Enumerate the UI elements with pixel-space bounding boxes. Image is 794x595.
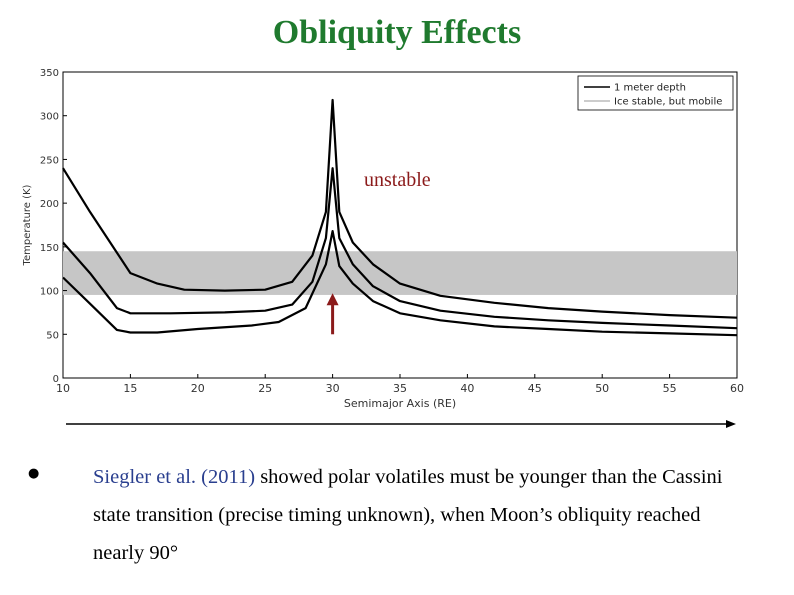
unstable-band	[63, 251, 737, 295]
y-tick-label: 200	[40, 199, 59, 210]
x-tick-label: 45	[528, 382, 542, 395]
x-tick-label: 40	[460, 382, 474, 395]
y-tick-label: 0	[53, 374, 59, 385]
y-tick-label: 350	[40, 68, 59, 79]
series-line-lower	[62, 230, 738, 337]
bullet-body: showed polar volatiles must be younger t…	[93, 466, 723, 564]
citation-link[interactable]: Siegler et al. (2011)	[93, 466, 256, 488]
unstable-arrow	[326, 293, 339, 335]
x-axis-label: Semimajor Axis (RE)	[344, 397, 456, 410]
x-tick-label: 15	[123, 382, 137, 395]
unstable-annotation: unstable	[364, 169, 431, 191]
series-line-upper	[62, 98, 738, 319]
legend-label-stable: Ice stable, but mobile	[614, 97, 722, 108]
legend-label-depth: 1 meter depth	[614, 83, 686, 94]
y-tick-label: 50	[46, 330, 59, 341]
y-tick-label: 150	[40, 243, 59, 254]
bullet-text: Siegler et al. (2011) showed polar volat…	[93, 458, 743, 572]
bullet-marker: ●	[28, 466, 40, 481]
x-tick-label: 20	[191, 382, 205, 395]
x-tick-label: 25	[258, 382, 272, 395]
y-tick-label: 100	[40, 287, 59, 298]
y-tick-label: 300	[40, 112, 59, 123]
slide-title: Obliquity Effects	[272, 14, 522, 51]
x-tick-label: 10	[56, 382, 70, 395]
y-tick-label: 250	[40, 155, 59, 166]
series-line-middle	[62, 167, 738, 330]
x-tick-label: 30	[326, 382, 340, 395]
x-tick-label: 50	[595, 382, 609, 395]
x-tick-label: 35	[393, 382, 407, 395]
x-tick-label: 55	[663, 382, 677, 395]
legend: 1 meter depth Ice stable, but mobile	[577, 75, 734, 111]
plot-area	[62, 71, 738, 379]
timeline-arrow	[66, 420, 736, 428]
x-tick-label: 60	[730, 382, 744, 395]
y-axis-label: Temperature (K)	[22, 184, 33, 266]
temperature-chart: 10 15 20 25 30 35 40 45 50 55 60 0 50 100 150 200 250 300…	[22, 68, 744, 428]
